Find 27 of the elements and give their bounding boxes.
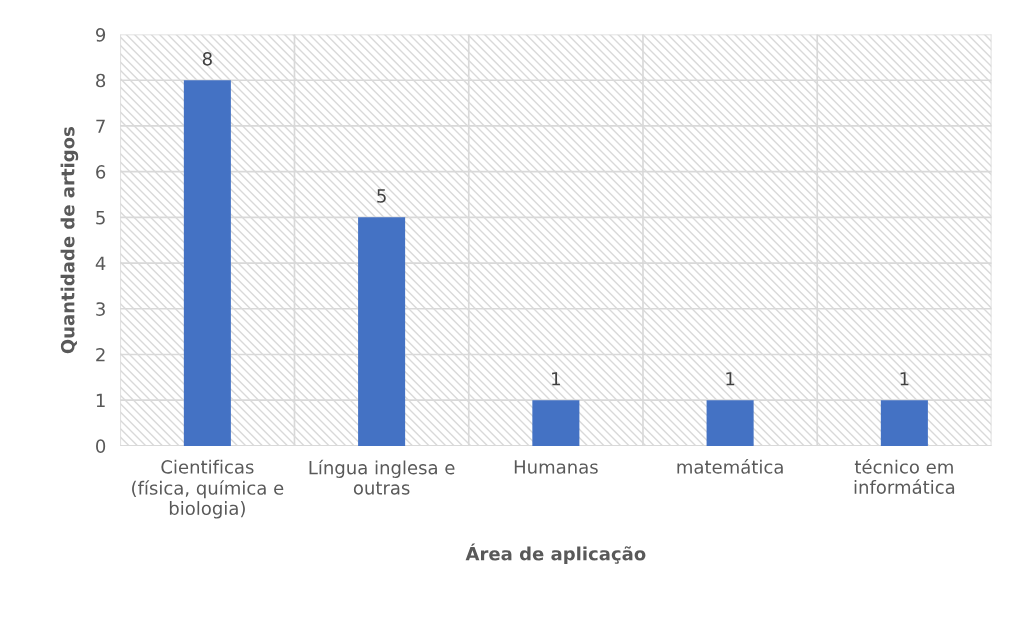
y-tick-label: 1 [96, 393, 105, 408]
bar [880, 400, 928, 446]
x-tick-label: Humanas [514, 460, 598, 474]
bar [358, 217, 406, 446]
x-tick-label: Língua inglesa e outras [309, 459, 455, 495]
x-axis-title: Área de aplicação [465, 543, 646, 565]
x-tick-label: Cientificas (física, química e biologia) [132, 459, 284, 519]
bar [183, 80, 231, 446]
y-tick-label: 8 [96, 73, 106, 88]
data-label: 1 [726, 372, 735, 386]
y-tick-label: 7 [96, 119, 105, 133]
data-label: 1 [552, 372, 560, 386]
x-tick-label: técnico em informática [854, 459, 955, 494]
bar [532, 400, 580, 446]
y-tick-label: 0 [96, 439, 106, 453]
bar [706, 400, 754, 446]
data-label: 5 [377, 189, 386, 203]
y-axis-title: Quantidade de artigos [60, 127, 79, 354]
y-tick-label: 5 [96, 211, 105, 225]
y-tick-label: 9 [96, 28, 106, 42]
data-label: 1 [900, 372, 909, 386]
y-tick-label: 2 [96, 347, 105, 362]
y-tick-label: 4 [95, 256, 106, 270]
data-label: 8 [202, 51, 212, 66]
y-tick-label: 3 [96, 302, 105, 316]
x-tick-label: matemática [677, 459, 783, 474]
y-tick-label: 6 [96, 165, 106, 179]
